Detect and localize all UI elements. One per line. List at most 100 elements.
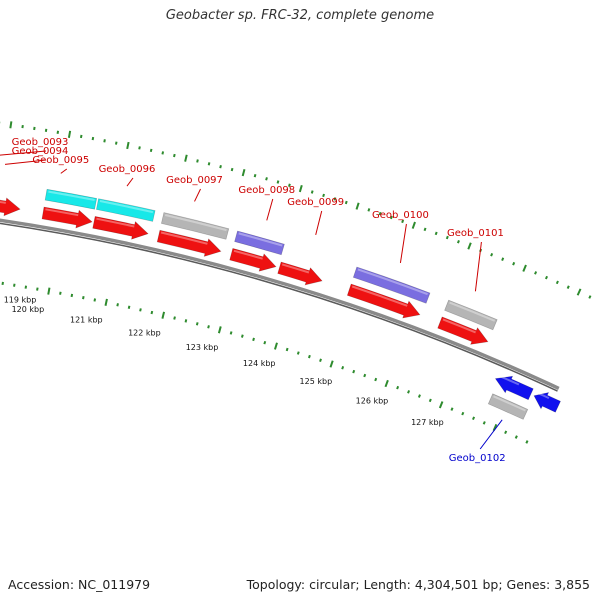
scale-label: 120 kbp: [12, 305, 45, 314]
inner-tick-mark: [450, 407, 454, 411]
inner-tick-mark: [482, 421, 486, 425]
cds-bar-purple: [352, 266, 431, 304]
inner-tick-mark: [139, 308, 142, 312]
map-title: Geobacter sp. FRC-32, complete genome: [165, 8, 435, 23]
gene-label: Geob_0093: [12, 137, 69, 148]
inner-tick-mark: [161, 311, 166, 319]
gene-arrow-reverse-highlight: [536, 391, 550, 400]
scale-label: 125 kbp: [300, 377, 333, 386]
outer-tick-mark: [126, 141, 130, 150]
outer-tick-mark: [161, 151, 165, 155]
outer-tick-mark: [67, 130, 72, 138]
gene-label: Geob_0101: [447, 228, 504, 239]
outer-tick-mark: [501, 257, 505, 261]
gene-label: Geob_0099: [287, 197, 344, 208]
gene-label: Geob_0095: [32, 155, 89, 166]
outer-tick-mark: [91, 136, 95, 141]
cds-bar-gray-highlight: [449, 301, 496, 322]
outer-tick-mark: [423, 227, 427, 232]
cds-bar-purple-highlight: [357, 268, 428, 296]
gene-arrow: [92, 216, 149, 240]
gene-arrow-highlight: [0, 201, 6, 204]
gene-arrow-reverse: [533, 392, 561, 413]
inner-tick-mark: [47, 287, 51, 295]
cds-bar-cyan: [44, 188, 98, 210]
inner-tick-mark: [252, 337, 255, 342]
inner-tick-mark: [329, 360, 334, 368]
outer-tick-mark: [401, 219, 405, 224]
gene-label: Geob_0097: [166, 175, 223, 186]
inner-tick-mark: [438, 401, 444, 409]
inner-tick-mark: [461, 411, 465, 416]
outer-tick-mark: [555, 280, 559, 285]
gene-arrow: [437, 316, 489, 345]
outer-tick-mark: [522, 264, 527, 272]
outer-tick-mark: [173, 153, 176, 158]
inner-tick-mark: [308, 354, 311, 359]
gene-arrow-highlight: [351, 285, 408, 307]
cds-bar-gray-highlight: [164, 214, 227, 232]
inner-tick-mark: [217, 326, 222, 334]
outer-tick-mark: [288, 183, 291, 187]
outer-tick-mark: [241, 168, 246, 177]
inner-tick-mark: [374, 377, 378, 382]
outer-tick-mark: [467, 242, 472, 250]
inner-tick-mark: [70, 293, 74, 298]
genome-backbone: [0, 218, 560, 392]
accession-text: Accession: NC_011979: [8, 577, 151, 592]
inner-tick-mark: [319, 358, 322, 363]
outer-tick-mark: [114, 141, 118, 145]
gene-arrow-reverse: [494, 375, 534, 401]
gene-label: Geob_0100: [372, 210, 429, 221]
gene-label-leader: [126, 177, 134, 187]
outer-tick-mark: [367, 208, 371, 212]
outer-tick-mark: [103, 139, 106, 143]
outer-tick-mark: [512, 261, 516, 266]
scale-label: 124 kbp: [243, 359, 276, 368]
inner-tick-mark: [492, 423, 498, 432]
gene-label-leader: [266, 198, 274, 221]
outer-tick-mark: [445, 235, 449, 240]
outer-tick-mark: [56, 130, 60, 134]
gene-label: Geob_0098: [238, 185, 295, 196]
inner-tick-mark: [104, 298, 108, 306]
inner-tick-mark: [417, 394, 421, 398]
outer-tick-mark: [322, 193, 325, 198]
outer-tick-mark: [434, 231, 438, 236]
outer-tick-mark: [79, 134, 83, 139]
feature-tracks: [0, 188, 561, 420]
inner-tick-mark: [229, 331, 233, 335]
outer-tick-mark: [298, 184, 303, 193]
inner-tick-mark: [273, 342, 278, 350]
gene-label: Geob_0094: [12, 146, 69, 157]
inner-tick-mark: [116, 303, 119, 307]
cds-bar-cyan-highlight: [48, 190, 95, 201]
gene-arrow-reverse-highlight: [498, 374, 520, 386]
gene-label-leader: [60, 168, 68, 174]
inner-tick-mark: [127, 305, 131, 309]
inner-tick-mark: [263, 340, 267, 345]
gene-arrow-highlight: [233, 249, 263, 260]
outer-tick-mark: [138, 146, 141, 150]
cds-bar-gray: [161, 212, 230, 240]
cds-bar-gray: [444, 299, 498, 331]
outer-tick-mark: [310, 190, 314, 194]
scale-label: 126 kbp: [356, 397, 389, 406]
scale-label: 119 kbp: [4, 296, 37, 305]
inner-tick-mark: [352, 369, 356, 374]
gene-label-leader: [399, 223, 407, 264]
outer-tick-mark: [490, 252, 494, 257]
inner-tick-mark: [341, 366, 345, 370]
gene-arrow: [277, 261, 323, 286]
cds-bar-gray-reverse-highlight: [493, 395, 526, 412]
outer-tick-mark: [265, 177, 268, 181]
outer-tick-mark: [378, 211, 382, 216]
inner-tick-mark: [59, 291, 62, 295]
outer-tick-mark: [566, 285, 570, 289]
outer-tick-mark: [333, 197, 337, 201]
outer-tick-mark: [196, 159, 199, 163]
gene-arrow: [156, 229, 222, 257]
gene-label-leader: [4, 159, 47, 165]
